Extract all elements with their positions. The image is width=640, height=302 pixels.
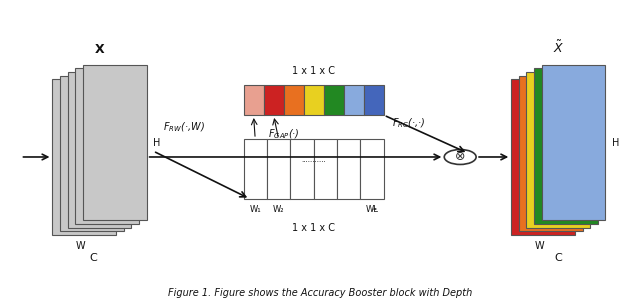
Text: ...........: ........... xyxy=(301,157,326,163)
Text: F$_{RW}$(·,W): F$_{RW}$(·,W) xyxy=(163,120,205,134)
Bar xyxy=(344,85,364,115)
Polygon shape xyxy=(527,72,590,228)
FancyBboxPatch shape xyxy=(291,139,314,199)
Text: W₁: W₁ xyxy=(250,205,261,214)
Text: C: C xyxy=(89,253,97,263)
Text: WⱠ: WⱠ xyxy=(365,205,378,214)
Text: $\tilde{X}$: $\tilde{X}$ xyxy=(553,40,564,56)
FancyBboxPatch shape xyxy=(337,139,360,199)
Polygon shape xyxy=(60,76,124,231)
Polygon shape xyxy=(511,79,575,235)
Text: 1 x 1 x C: 1 x 1 x C xyxy=(292,223,335,233)
Bar xyxy=(303,85,324,115)
Text: X: X xyxy=(95,43,104,56)
Bar xyxy=(264,85,284,115)
Text: F$_{GAP}$(·): F$_{GAP}$(·) xyxy=(268,127,300,140)
FancyBboxPatch shape xyxy=(360,139,384,199)
Text: C: C xyxy=(554,253,562,263)
FancyBboxPatch shape xyxy=(244,139,267,199)
Text: H: H xyxy=(612,138,620,148)
Polygon shape xyxy=(83,65,147,220)
Text: W: W xyxy=(76,241,85,251)
Polygon shape xyxy=(76,69,139,224)
Polygon shape xyxy=(68,72,131,228)
Polygon shape xyxy=(541,65,605,220)
Polygon shape xyxy=(519,76,582,231)
FancyBboxPatch shape xyxy=(267,139,291,199)
Bar xyxy=(244,85,264,115)
Text: 1 x 1 x C: 1 x 1 x C xyxy=(292,66,335,76)
Text: Figure 1. Figure shows the Accuracy Booster block with Depth: Figure 1. Figure shows the Accuracy Boos… xyxy=(168,288,472,297)
Text: W₂: W₂ xyxy=(273,205,284,214)
Polygon shape xyxy=(534,69,598,224)
Bar xyxy=(364,85,384,115)
Polygon shape xyxy=(52,79,116,235)
Text: H: H xyxy=(153,138,161,148)
Text: ⊗: ⊗ xyxy=(455,150,465,163)
Bar xyxy=(284,85,303,115)
Text: F$_{RC}$(·,·): F$_{RC}$(·,·) xyxy=(392,117,426,130)
Circle shape xyxy=(444,149,476,165)
Bar xyxy=(324,85,344,115)
FancyBboxPatch shape xyxy=(314,139,337,199)
Text: W: W xyxy=(534,241,544,251)
